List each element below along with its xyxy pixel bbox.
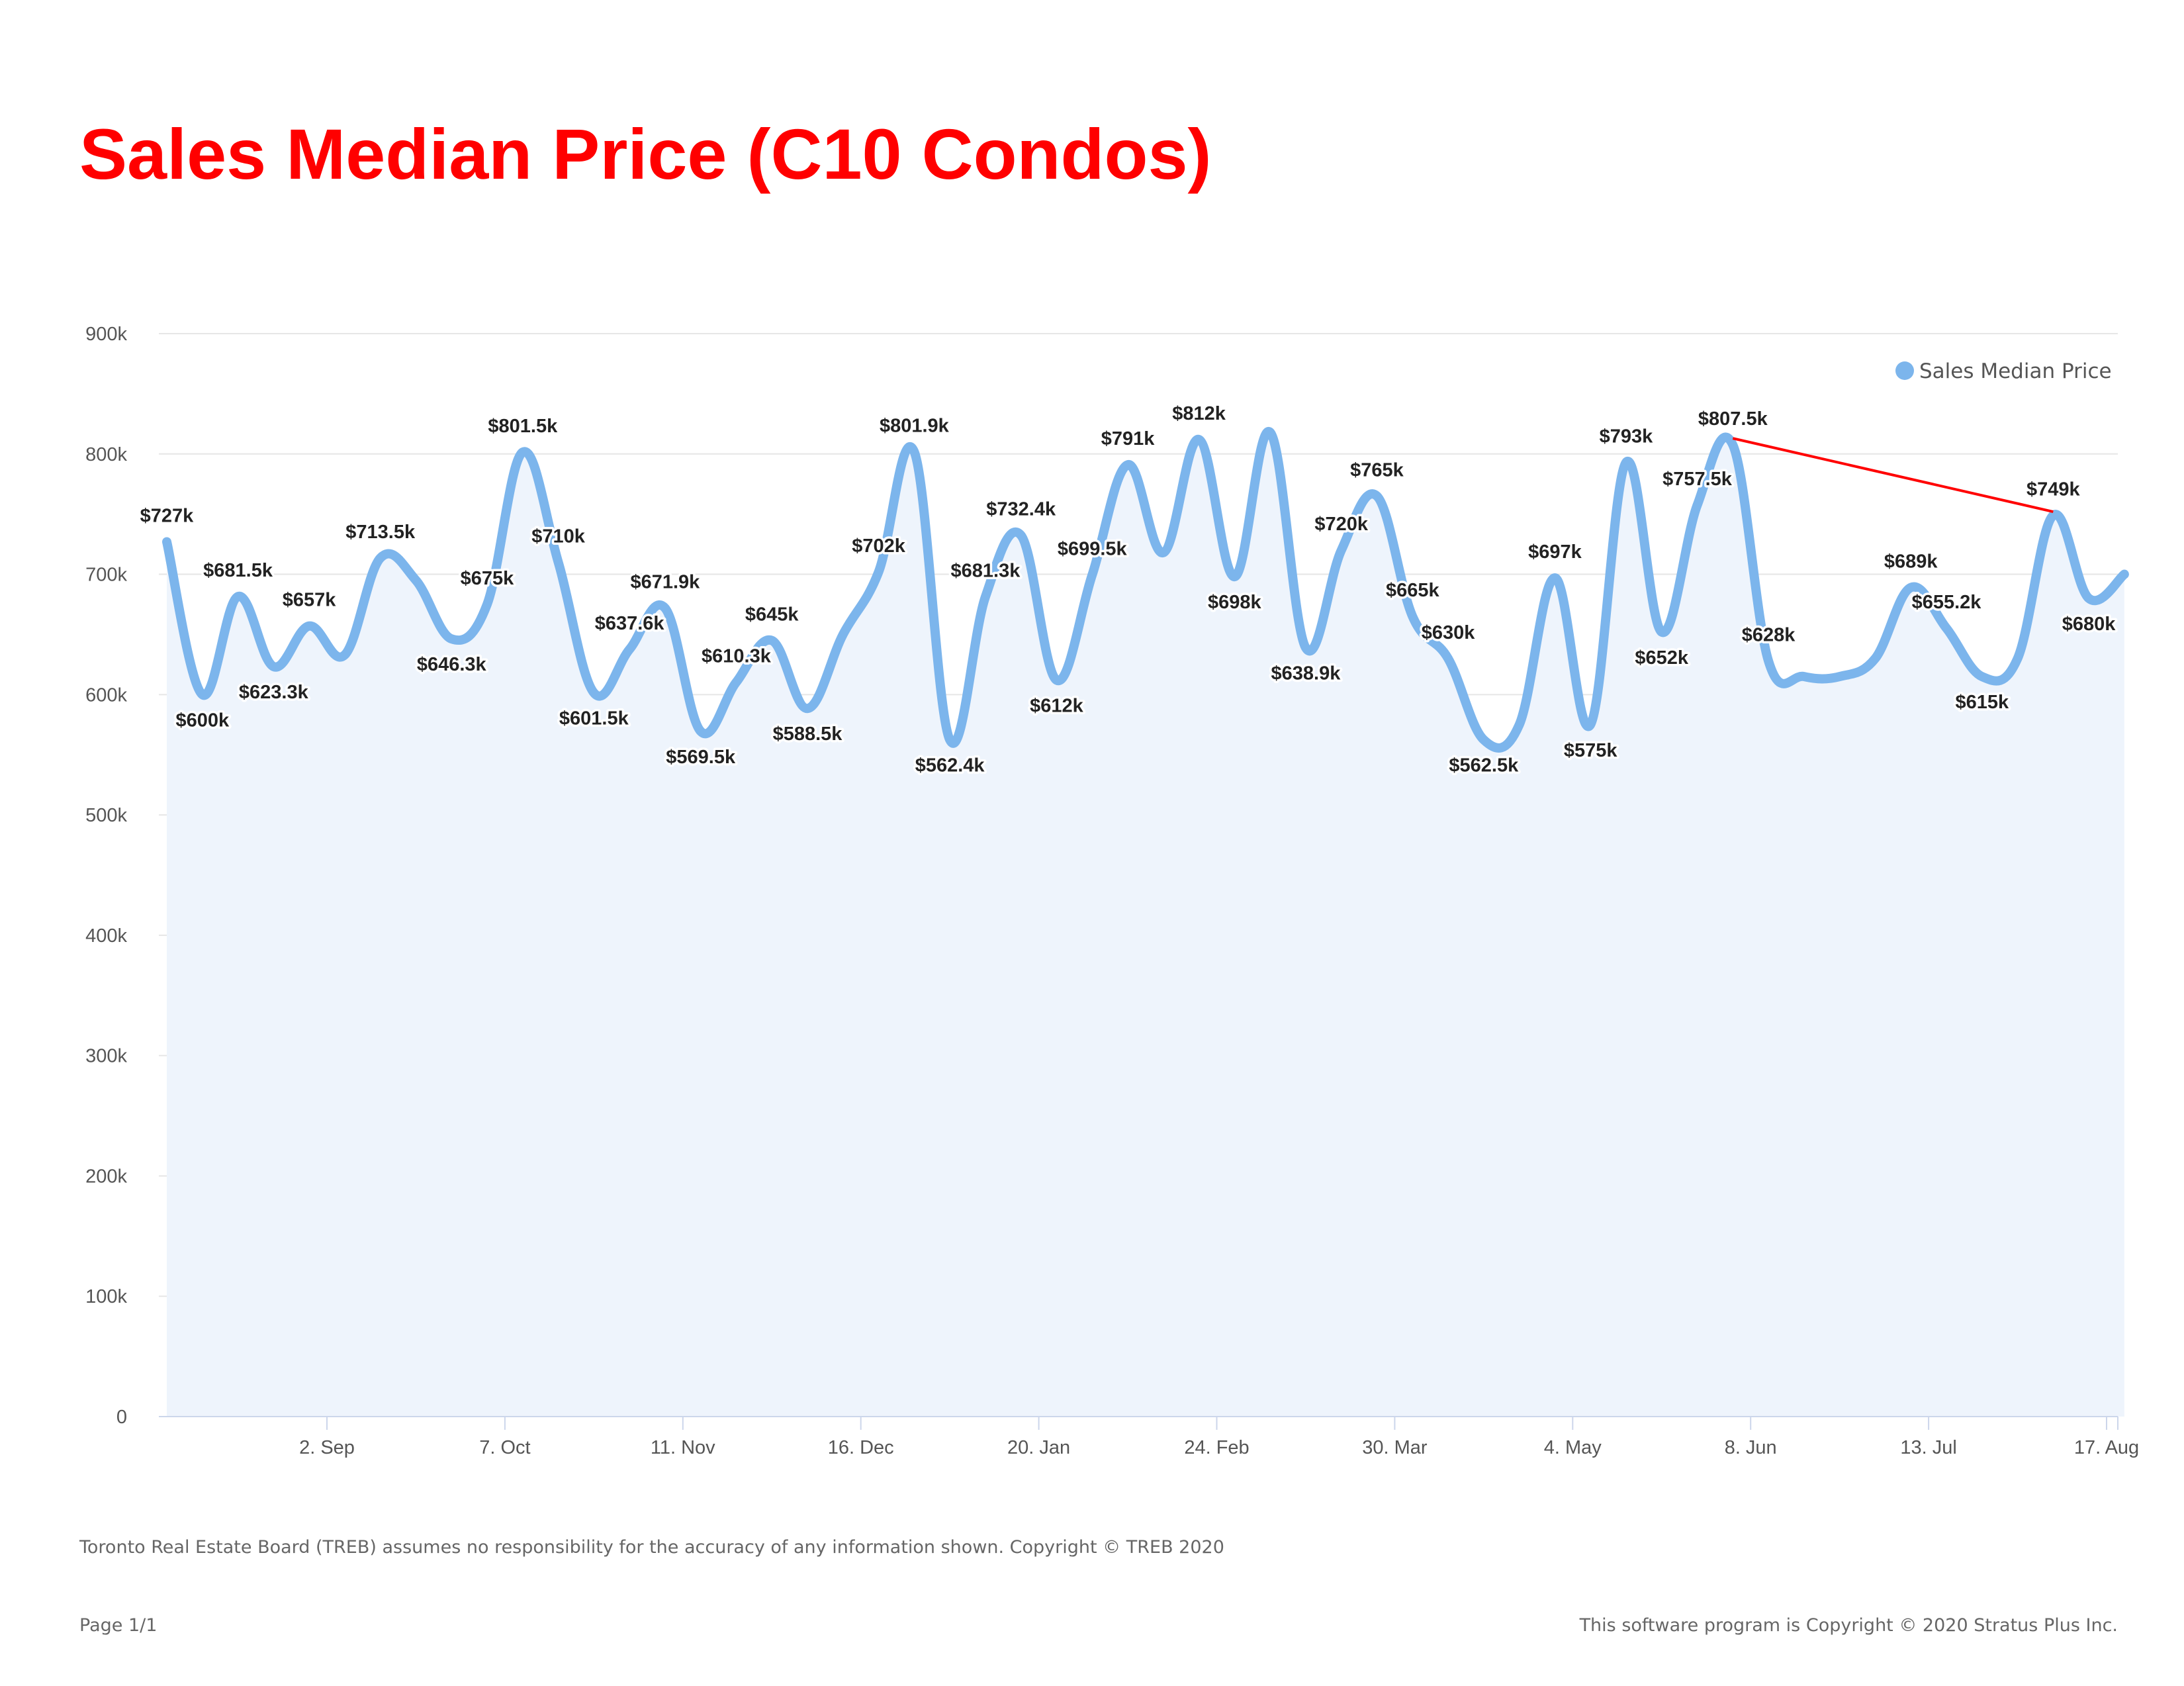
data-label: $638.9k — [1271, 663, 1342, 684]
data-label: $757.5k — [1662, 469, 1733, 490]
footer-copyright: This software program is Copyright © 202… — [1579, 1615, 2118, 1636]
data-label: $732.4k — [986, 499, 1056, 520]
data-label: $749k — [2026, 479, 2081, 500]
data-label: $681.3k — [951, 561, 1021, 582]
data-label: $689k — [1884, 551, 1938, 573]
data-label: $601.5k — [559, 708, 629, 729]
data-label: $710k — [531, 526, 586, 547]
data-label: $610.3k — [702, 646, 772, 667]
data-label: $801.9k — [880, 415, 950, 436]
data-label: $812k — [1172, 403, 1226, 424]
y-tick-label: 700k — [85, 565, 127, 586]
x-tick-label: 20. Jan — [1007, 1437, 1070, 1458]
data-labels: $727k $600k $681.5k $623.3k $657k $713.5k $646… — [138, 400, 2118, 778]
data-label: $645k — [745, 604, 799, 626]
y-tick-label: 800k — [85, 444, 127, 465]
y-tick-label: 600k — [85, 684, 127, 706]
data-label: $699.5k — [1058, 538, 1128, 559]
x-tick-label: 16. Dec — [828, 1437, 894, 1458]
data-label: $628k — [1742, 624, 1796, 645]
x-tick-label: 17. Aug — [2074, 1437, 2139, 1458]
x-tick-label: 8. Jun — [1725, 1437, 1777, 1458]
x-tick-label: 7. Oct — [479, 1437, 530, 1458]
data-label: $612k — [1030, 696, 1084, 717]
x-tick-label: 24. Feb — [1184, 1437, 1249, 1458]
data-label: $727k — [140, 505, 195, 526]
data-label: $630k — [1422, 622, 1476, 643]
y-tick-label: 500k — [85, 805, 127, 826]
data-label: $720k — [1314, 514, 1369, 535]
y-tick-label: 300k — [85, 1046, 127, 1067]
data-label: $588.5k — [773, 724, 843, 745]
data-label: $569.5k — [666, 747, 736, 768]
chart-title: Sales Median Price (C10 Condos) — [79, 114, 1212, 194]
data-label: $652k — [1635, 647, 1689, 669]
data-label: $646.3k — [417, 654, 487, 675]
data-label: $657k — [283, 590, 337, 611]
data-label: $681.5k — [203, 560, 273, 581]
axes: 0 100k 200k 300k 400k 500k 600k 700k 800k 900k 2. … — [85, 324, 2139, 1458]
data-label: $702k — [852, 536, 906, 557]
legend-marker-icon — [1895, 361, 1914, 380]
data-label: $765k — [1350, 459, 1404, 481]
data-label: $801.5k — [488, 416, 558, 437]
data-label: $791k — [1101, 428, 1156, 449]
y-tick-label: 900k — [85, 324, 127, 345]
y-tick-label: 200k — [85, 1166, 127, 1187]
series-line — [161, 427, 2129, 753]
trend-line — [1732, 437, 2054, 513]
page-number: Page 1/1 — [79, 1615, 158, 1636]
x-tick-label: 13. Jul — [1900, 1437, 1956, 1458]
data-label: $680k — [2062, 614, 2116, 635]
data-label: $600k — [175, 710, 230, 731]
x-tick-label: 30. Mar — [1362, 1437, 1428, 1458]
y-tick-label: 400k — [85, 925, 127, 947]
legend[interactable]: Sales Median Price — [1895, 359, 2112, 383]
data-label: $713.5k — [345, 522, 416, 543]
x-tick-label: 2. Sep — [299, 1437, 355, 1458]
data-label: $697k — [1528, 541, 1582, 563]
footer-disclaimer: Toronto Real Estate Board (TREB) assumes… — [79, 1537, 1224, 1558]
data-label: $793k — [1600, 426, 1654, 447]
series-area-fill — [166, 431, 2124, 1417]
data-label: $655.2k — [1912, 592, 1982, 613]
data-label: $675k — [461, 568, 515, 589]
data-label: $575k — [1564, 740, 1618, 761]
y-tick-label: 0 — [116, 1407, 127, 1428]
y-tick-label: 100k — [85, 1286, 127, 1307]
legend-label: Sales Median Price — [1919, 359, 2112, 383]
data-label: $807.5k — [1698, 408, 1768, 430]
data-label: $637.6k — [595, 613, 665, 634]
data-label: $615k — [1955, 692, 2009, 713]
data-label: $671.9k — [630, 572, 700, 593]
data-label: $665k — [1386, 580, 1440, 601]
data-label: $623.3k — [239, 682, 309, 703]
data-label: $562.5k — [1449, 755, 1519, 776]
x-tick-label: 11. Nov — [651, 1437, 715, 1458]
data-label: $562.4k — [915, 755, 985, 776]
x-tick-label: 4. May — [1544, 1437, 1602, 1458]
data-label: $698k — [1208, 592, 1262, 613]
